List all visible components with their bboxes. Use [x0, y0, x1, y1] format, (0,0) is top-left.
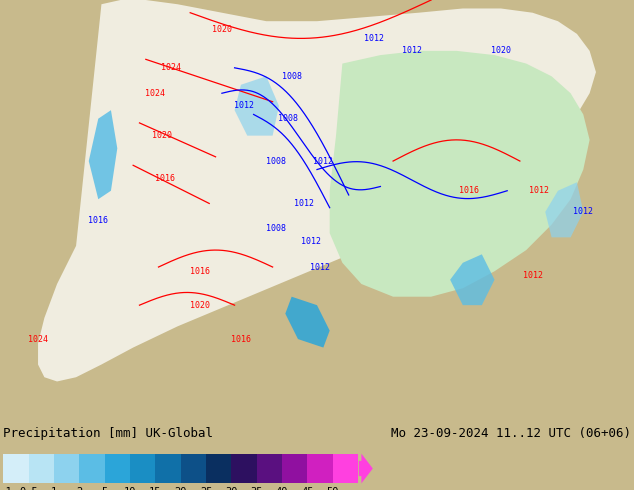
Polygon shape [450, 254, 495, 305]
Text: 1008: 1008 [266, 157, 286, 166]
Text: 25: 25 [200, 487, 212, 490]
Text: 1016: 1016 [88, 216, 108, 225]
Text: 35: 35 [250, 487, 263, 490]
Text: 1012: 1012 [522, 271, 543, 280]
Bar [181, 454, 206, 483]
Text: 1016: 1016 [190, 267, 210, 276]
Bar [29, 454, 54, 483]
Text: 1024: 1024 [28, 335, 48, 343]
Text: 5: 5 [101, 487, 108, 490]
Bar [206, 454, 231, 483]
Text: 1016: 1016 [155, 173, 175, 182]
Text: 1016: 1016 [459, 186, 479, 195]
Text: Mo 23-09-2024 11..12 UTC (06+06): Mo 23-09-2024 11..12 UTC (06+06) [391, 427, 631, 440]
Text: 30: 30 [225, 487, 238, 490]
Text: 1020: 1020 [152, 131, 172, 140]
Text: 1008: 1008 [281, 72, 302, 81]
Bar [105, 454, 130, 483]
Polygon shape [235, 76, 279, 136]
Text: 10: 10 [124, 487, 136, 490]
Polygon shape [330, 51, 590, 297]
Bar [3, 454, 29, 483]
Polygon shape [89, 110, 117, 199]
Text: 45: 45 [301, 487, 314, 490]
Text: 1024: 1024 [145, 89, 165, 98]
Text: 2: 2 [76, 487, 82, 490]
Text: 40: 40 [276, 487, 288, 490]
Text: 1012: 1012 [294, 199, 314, 208]
Text: 1012: 1012 [529, 186, 549, 195]
Bar [79, 454, 105, 483]
Bar [231, 454, 257, 483]
Bar [130, 454, 155, 483]
Text: 1020: 1020 [491, 47, 511, 55]
Polygon shape [545, 182, 583, 237]
Text: 1024: 1024 [161, 63, 181, 73]
Text: 1020: 1020 [190, 301, 210, 310]
Text: 1008: 1008 [266, 224, 286, 233]
Text: 15: 15 [149, 487, 162, 490]
Text: 1012: 1012 [234, 101, 254, 110]
Polygon shape [38, 0, 596, 381]
Bar [257, 454, 282, 483]
Text: 1012: 1012 [573, 207, 593, 217]
Polygon shape [285, 297, 330, 347]
Bar [333, 454, 358, 483]
Bar [54, 454, 79, 483]
Text: 0.1: 0.1 [0, 487, 13, 490]
Text: 1012: 1012 [310, 263, 330, 271]
Text: 1008: 1008 [278, 114, 299, 123]
Text: 0.5: 0.5 [19, 487, 38, 490]
Bar [307, 454, 333, 483]
Text: 1020: 1020 [212, 25, 232, 34]
Bar [155, 454, 181, 483]
Text: 1012: 1012 [301, 237, 321, 246]
Text: 50: 50 [327, 487, 339, 490]
Text: 1012: 1012 [364, 34, 384, 43]
Text: 1012: 1012 [402, 47, 422, 55]
Bar [282, 454, 307, 483]
Text: 1016: 1016 [231, 335, 251, 343]
Text: 1012: 1012 [313, 157, 333, 166]
FancyArrow shape [359, 454, 373, 483]
Text: 20: 20 [174, 487, 187, 490]
Text: 1: 1 [51, 487, 57, 490]
Text: Precipitation [mm] UK-Global: Precipitation [mm] UK-Global [3, 427, 213, 440]
